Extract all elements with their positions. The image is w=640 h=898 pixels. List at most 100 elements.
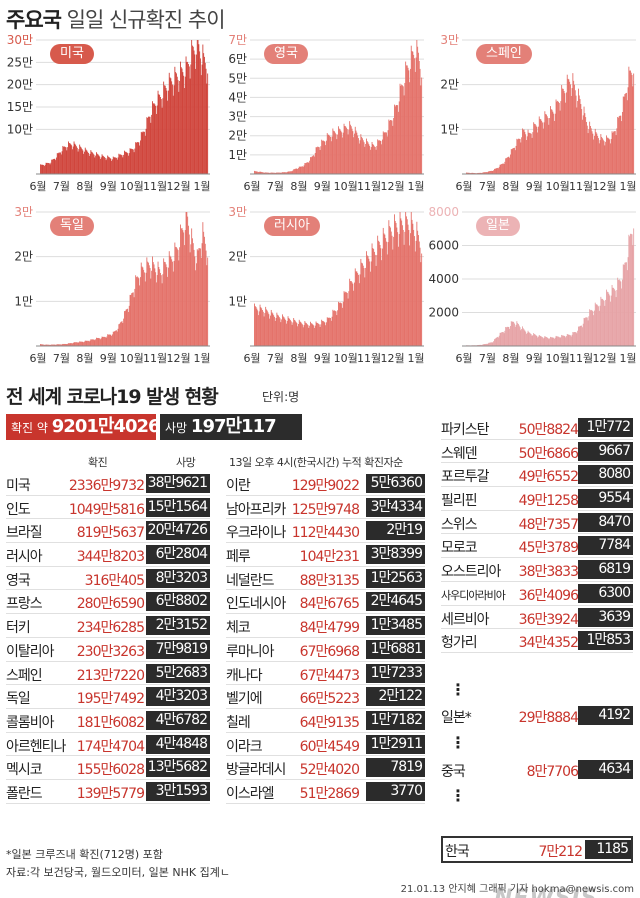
daily-bar [590,126,591,174]
daily-bar [133,297,135,346]
table-row: 브라질 819만5637 20만4726 [6,519,210,544]
daily-bar [76,147,78,174]
daily-bar [539,335,541,346]
country-name: 영국 [6,572,31,589]
country-name: 포르투갈 [441,469,490,486]
daily-bar [384,234,386,346]
table-row: 영국 316만405 8만3203 [6,567,210,591]
daily-bar [49,344,51,346]
daily-bar [94,157,96,174]
chart-1: 7만 6만 5만 4만 3만 2만 1만 6월 7월 8월 9월 10월 11월 12월 1월 영국 [220,32,424,197]
daily-bar [84,340,86,346]
daily-bar [80,147,82,174]
daily-bar [356,271,358,346]
daily-bar [290,320,291,346]
daily-bar [59,344,61,346]
daily-bar [101,154,103,174]
daily-bar [511,321,513,346]
daily-bar [550,336,551,346]
daily-bar [258,315,259,346]
daily-bar [44,164,46,174]
confirmed-value: 344만8203 [76,549,145,566]
daily-bar [327,134,329,174]
daily-bar [106,158,108,174]
x-tick-label: 9월 [314,352,331,365]
daily-bar [254,171,256,174]
daily-bar [595,304,597,346]
table-row: 우크라이나 112만4430 2만19 [226,519,425,544]
daily-bar [152,262,154,346]
daily-bar [562,88,563,174]
daily-bar [594,310,595,346]
x-tick-label: 7월 [479,180,496,193]
daily-bar [121,321,123,346]
daily-bar [285,172,287,174]
daily-bar [509,157,511,174]
daily-bar [151,114,153,174]
daily-bar [278,172,279,174]
daily-bar [332,309,334,346]
daily-bar [574,332,575,346]
daily-bar [298,324,299,346]
daily-bar [295,168,297,174]
daily-bar [570,84,571,174]
daily-bar [408,70,410,174]
credit-line: 21.01.13 안지혜 그래픽 기자 hokma@newsis.com [400,884,634,895]
daily-bar [406,216,407,346]
daily-bar [401,220,403,346]
daily-bar [40,344,42,346]
x-tick-label: 7월 [53,180,70,193]
country-name: 러시아 [6,549,43,566]
daily-bar [44,344,45,346]
table-row: 멕시코 155만6028 13만5682 [6,756,210,780]
daily-bar [482,172,484,174]
daily-bar [275,318,277,346]
daily-bar [394,104,395,174]
daily-bar [298,319,300,346]
table-row: 남아프리카 125만9748 3만4334 [226,496,425,520]
table-left: 미국 2336만9732 38만9621 인도 1049만5816 15만1564 브라질 8… [6,472,210,804]
daily-bar [50,344,52,346]
daily-bar [166,90,168,174]
daily-bar [414,58,415,174]
daily-bar [40,344,41,346]
daily-bar [529,132,531,174]
daily-bar [319,326,321,346]
daily-bar [514,326,516,346]
daily-bar [468,172,470,174]
daily-bar [381,144,383,174]
daily-bar [262,311,264,346]
daily-bar [322,321,324,346]
y-tick-label: 4만 [228,90,247,104]
daily-bar [539,118,541,174]
section-title: 전 세계 코로나19 발생 현황 [6,386,219,408]
daily-bar [532,335,534,346]
daily-bar [334,310,335,346]
confirmed-value: 819만5637 [76,525,145,542]
x-tick-label: 6월 [243,352,260,365]
daily-bar [602,138,603,174]
daily-bar [507,326,509,346]
daily-bar [256,308,258,346]
daily-bar [522,326,523,346]
daily-bar [48,344,50,346]
deaths-value: 8470 [578,512,633,532]
daily-bar [56,344,58,346]
daily-bar [333,130,335,174]
daily-bar [120,321,122,346]
daily-bar [362,138,363,174]
daily-bar [174,66,176,174]
daily-bar [338,126,339,174]
deaths-value: 2만122 [366,687,425,707]
daily-bar [180,228,182,346]
daily-bar [284,172,286,174]
daily-bar [626,100,628,174]
daily-bar [86,150,88,174]
x-tick-label: 1월 [619,180,636,193]
table-row: 필리핀 49만1258 9554 [441,487,633,511]
confirmed-value: 316만405 [84,572,145,589]
daily-bar [104,336,106,346]
daily-bar [527,129,529,174]
daily-bar [108,157,110,174]
